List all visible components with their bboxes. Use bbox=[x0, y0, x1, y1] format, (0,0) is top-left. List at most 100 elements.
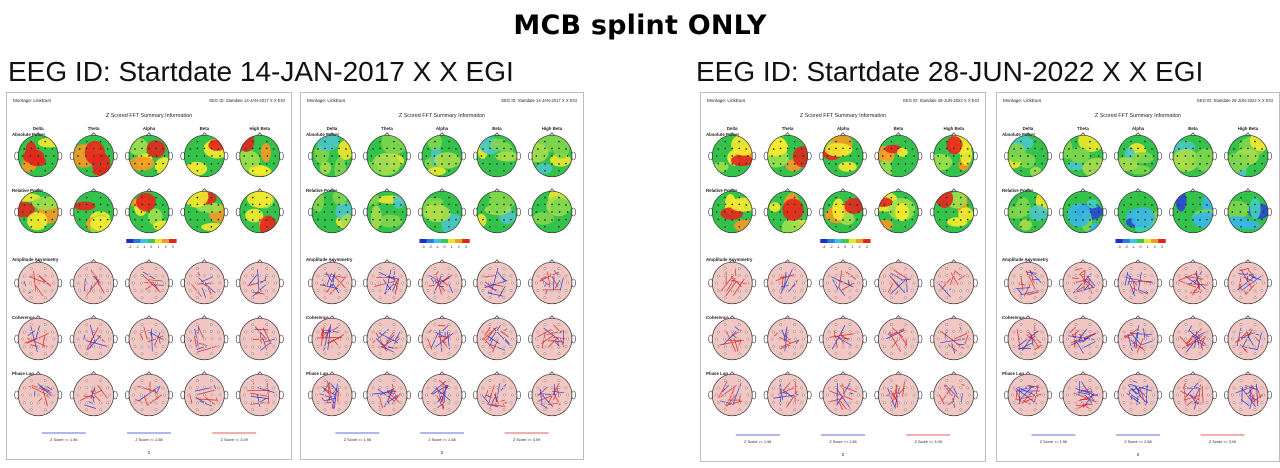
band-label: Beta bbox=[492, 126, 502, 131]
z-score-threshold-label: Z Score >= 2.58 bbox=[829, 440, 856, 444]
head-topomap bbox=[1059, 315, 1107, 361]
head-topomap bbox=[180, 259, 229, 305]
band-label: High Beta bbox=[944, 126, 965, 131]
scale-tick: -1 bbox=[837, 245, 840, 249]
page-header: Z Scored FFT Summary Information bbox=[106, 113, 192, 119]
section-label: Phase Lag bbox=[1002, 371, 1024, 376]
band-label: Delta bbox=[727, 126, 738, 131]
page-number: 2 bbox=[441, 450, 444, 455]
z-color-scale bbox=[419, 239, 470, 243]
summary-page-content: Montage: LinkEars EEG ID: Startdate 28-JU… bbox=[1002, 98, 1273, 457]
summary-page-2022-b: Montage: LinkEars EEG ID: Startdate 28-JU… bbox=[996, 92, 1280, 462]
head-topomap bbox=[14, 188, 63, 234]
page-header: Z Scored FFT Summary Information bbox=[1095, 113, 1181, 119]
head-topomap bbox=[1224, 132, 1272, 178]
section-label: Absolute Power bbox=[306, 132, 339, 137]
head-topomap bbox=[763, 315, 812, 361]
head-topomap bbox=[874, 132, 923, 178]
section-label: Absolute Power bbox=[12, 132, 45, 137]
section-label: Relative Power bbox=[12, 188, 44, 193]
head-topomap bbox=[528, 315, 576, 361]
head-topomap bbox=[1169, 371, 1217, 417]
band-label: Alpha bbox=[436, 126, 449, 131]
band-label: High Beta bbox=[542, 126, 563, 131]
z-score-threshold-label: Z Score >= 2.58 bbox=[135, 438, 162, 442]
head-topomap bbox=[125, 188, 173, 234]
montage-label: Montage: LinkEars bbox=[307, 98, 346, 103]
head-topomap bbox=[473, 259, 521, 305]
head-topomap bbox=[473, 132, 521, 178]
head-topomap bbox=[125, 132, 173, 178]
head-topomap bbox=[1004, 259, 1052, 305]
scale-tick: -1 bbox=[143, 245, 146, 249]
z-score-threshold-label: Z Score >= 2.58 bbox=[428, 438, 455, 442]
z-score-threshold-label: Z Score >= 2.58 bbox=[1124, 440, 1151, 444]
scale-tick: 2 bbox=[1154, 245, 1156, 249]
section-label: Amplitude Asymmetry bbox=[306, 257, 353, 262]
head-topomap bbox=[69, 371, 118, 417]
head-topomap bbox=[1114, 371, 1162, 417]
head-topomap bbox=[235, 188, 284, 234]
group-title-2022: EEG ID: Startdate 28-JUN-2022 X X EGI bbox=[696, 56, 1204, 87]
head-topomap bbox=[418, 132, 466, 178]
scale-tick: -2 bbox=[135, 245, 138, 249]
head-topomap bbox=[363, 188, 411, 234]
head-topomap bbox=[528, 132, 576, 178]
section-label: Phase Lag bbox=[706, 371, 728, 376]
head-topomap bbox=[125, 371, 173, 417]
head-topomap bbox=[763, 188, 812, 234]
band-label: High Beta bbox=[1238, 126, 1259, 131]
scale-tick: -1 bbox=[1132, 245, 1135, 249]
section-label: Absolute Power bbox=[706, 132, 739, 137]
z-score-threshold-label: Z Score >= 3.09 bbox=[915, 440, 942, 444]
section-label: Relative Power bbox=[306, 188, 338, 193]
head-topomap bbox=[14, 259, 63, 305]
band-label: Theta bbox=[782, 126, 794, 131]
head-topomap bbox=[363, 132, 411, 178]
z-color-scale bbox=[820, 239, 871, 243]
scale-tick: -3 bbox=[822, 245, 825, 249]
head-topomap bbox=[69, 132, 118, 178]
head-topomap bbox=[708, 259, 757, 305]
head-topomap bbox=[1224, 259, 1272, 305]
page-eeg-id: EEG ID: Startdate 14-JAN-2017 X X EGI bbox=[501, 98, 577, 103]
scale-tick: 1 bbox=[1147, 245, 1149, 249]
band-label: Alpha bbox=[1132, 126, 1145, 131]
page-number: 2 bbox=[148, 450, 151, 455]
scale-tick: -1 bbox=[436, 245, 439, 249]
head-topomap bbox=[14, 315, 63, 361]
section-label: Coherence bbox=[706, 315, 729, 320]
head-topomap bbox=[418, 371, 466, 417]
summary-page-2022-a: Montage: LinkEars EEG ID: Startdate 28-JU… bbox=[700, 92, 986, 462]
head-topomap bbox=[180, 188, 229, 234]
head-topomap bbox=[418, 315, 466, 361]
section-label: Amplitude Asymmetry bbox=[706, 257, 753, 262]
band-label: Delta bbox=[327, 126, 338, 131]
summary-page-2017-b: Montage: LinkEars EEG ID: Startdate 14-JA… bbox=[300, 92, 584, 460]
group-title-2017: EEG ID: Startdate 14-JAN-2017 X X EGI bbox=[8, 56, 514, 87]
head-topomap bbox=[1224, 188, 1272, 234]
head-topomap bbox=[819, 371, 867, 417]
scale-tick: -3 bbox=[1117, 245, 1120, 249]
head-topomap bbox=[1169, 315, 1217, 361]
head-topomap bbox=[180, 315, 229, 361]
summary-page-content: Montage: LinkEars EEG ID: Startdate 28-JU… bbox=[706, 98, 979, 457]
head-topomap bbox=[819, 132, 867, 178]
head-topomap bbox=[14, 371, 63, 417]
head-topomap bbox=[528, 188, 576, 234]
head-topomap bbox=[14, 132, 63, 178]
page-header: Z Scored FFT Summary Information bbox=[399, 113, 485, 119]
head-topomap bbox=[1059, 132, 1107, 178]
head-topomap bbox=[1059, 259, 1107, 305]
summary-page-content: Montage: LinkEars EEG ID: Startdate 14-JA… bbox=[306, 98, 577, 455]
scale-tick: 2 bbox=[458, 245, 460, 249]
head-topomap bbox=[1114, 132, 1162, 178]
head-topomap bbox=[308, 132, 356, 178]
section-label: Relative Power bbox=[706, 188, 738, 193]
head-topomap bbox=[235, 132, 284, 178]
section-label: Amplitude Asymmetry bbox=[12, 257, 59, 262]
head-topomap bbox=[1169, 132, 1217, 178]
scale-tick: 2 bbox=[859, 245, 861, 249]
scale-tick: 1 bbox=[451, 245, 453, 249]
head-topomap bbox=[473, 188, 521, 234]
